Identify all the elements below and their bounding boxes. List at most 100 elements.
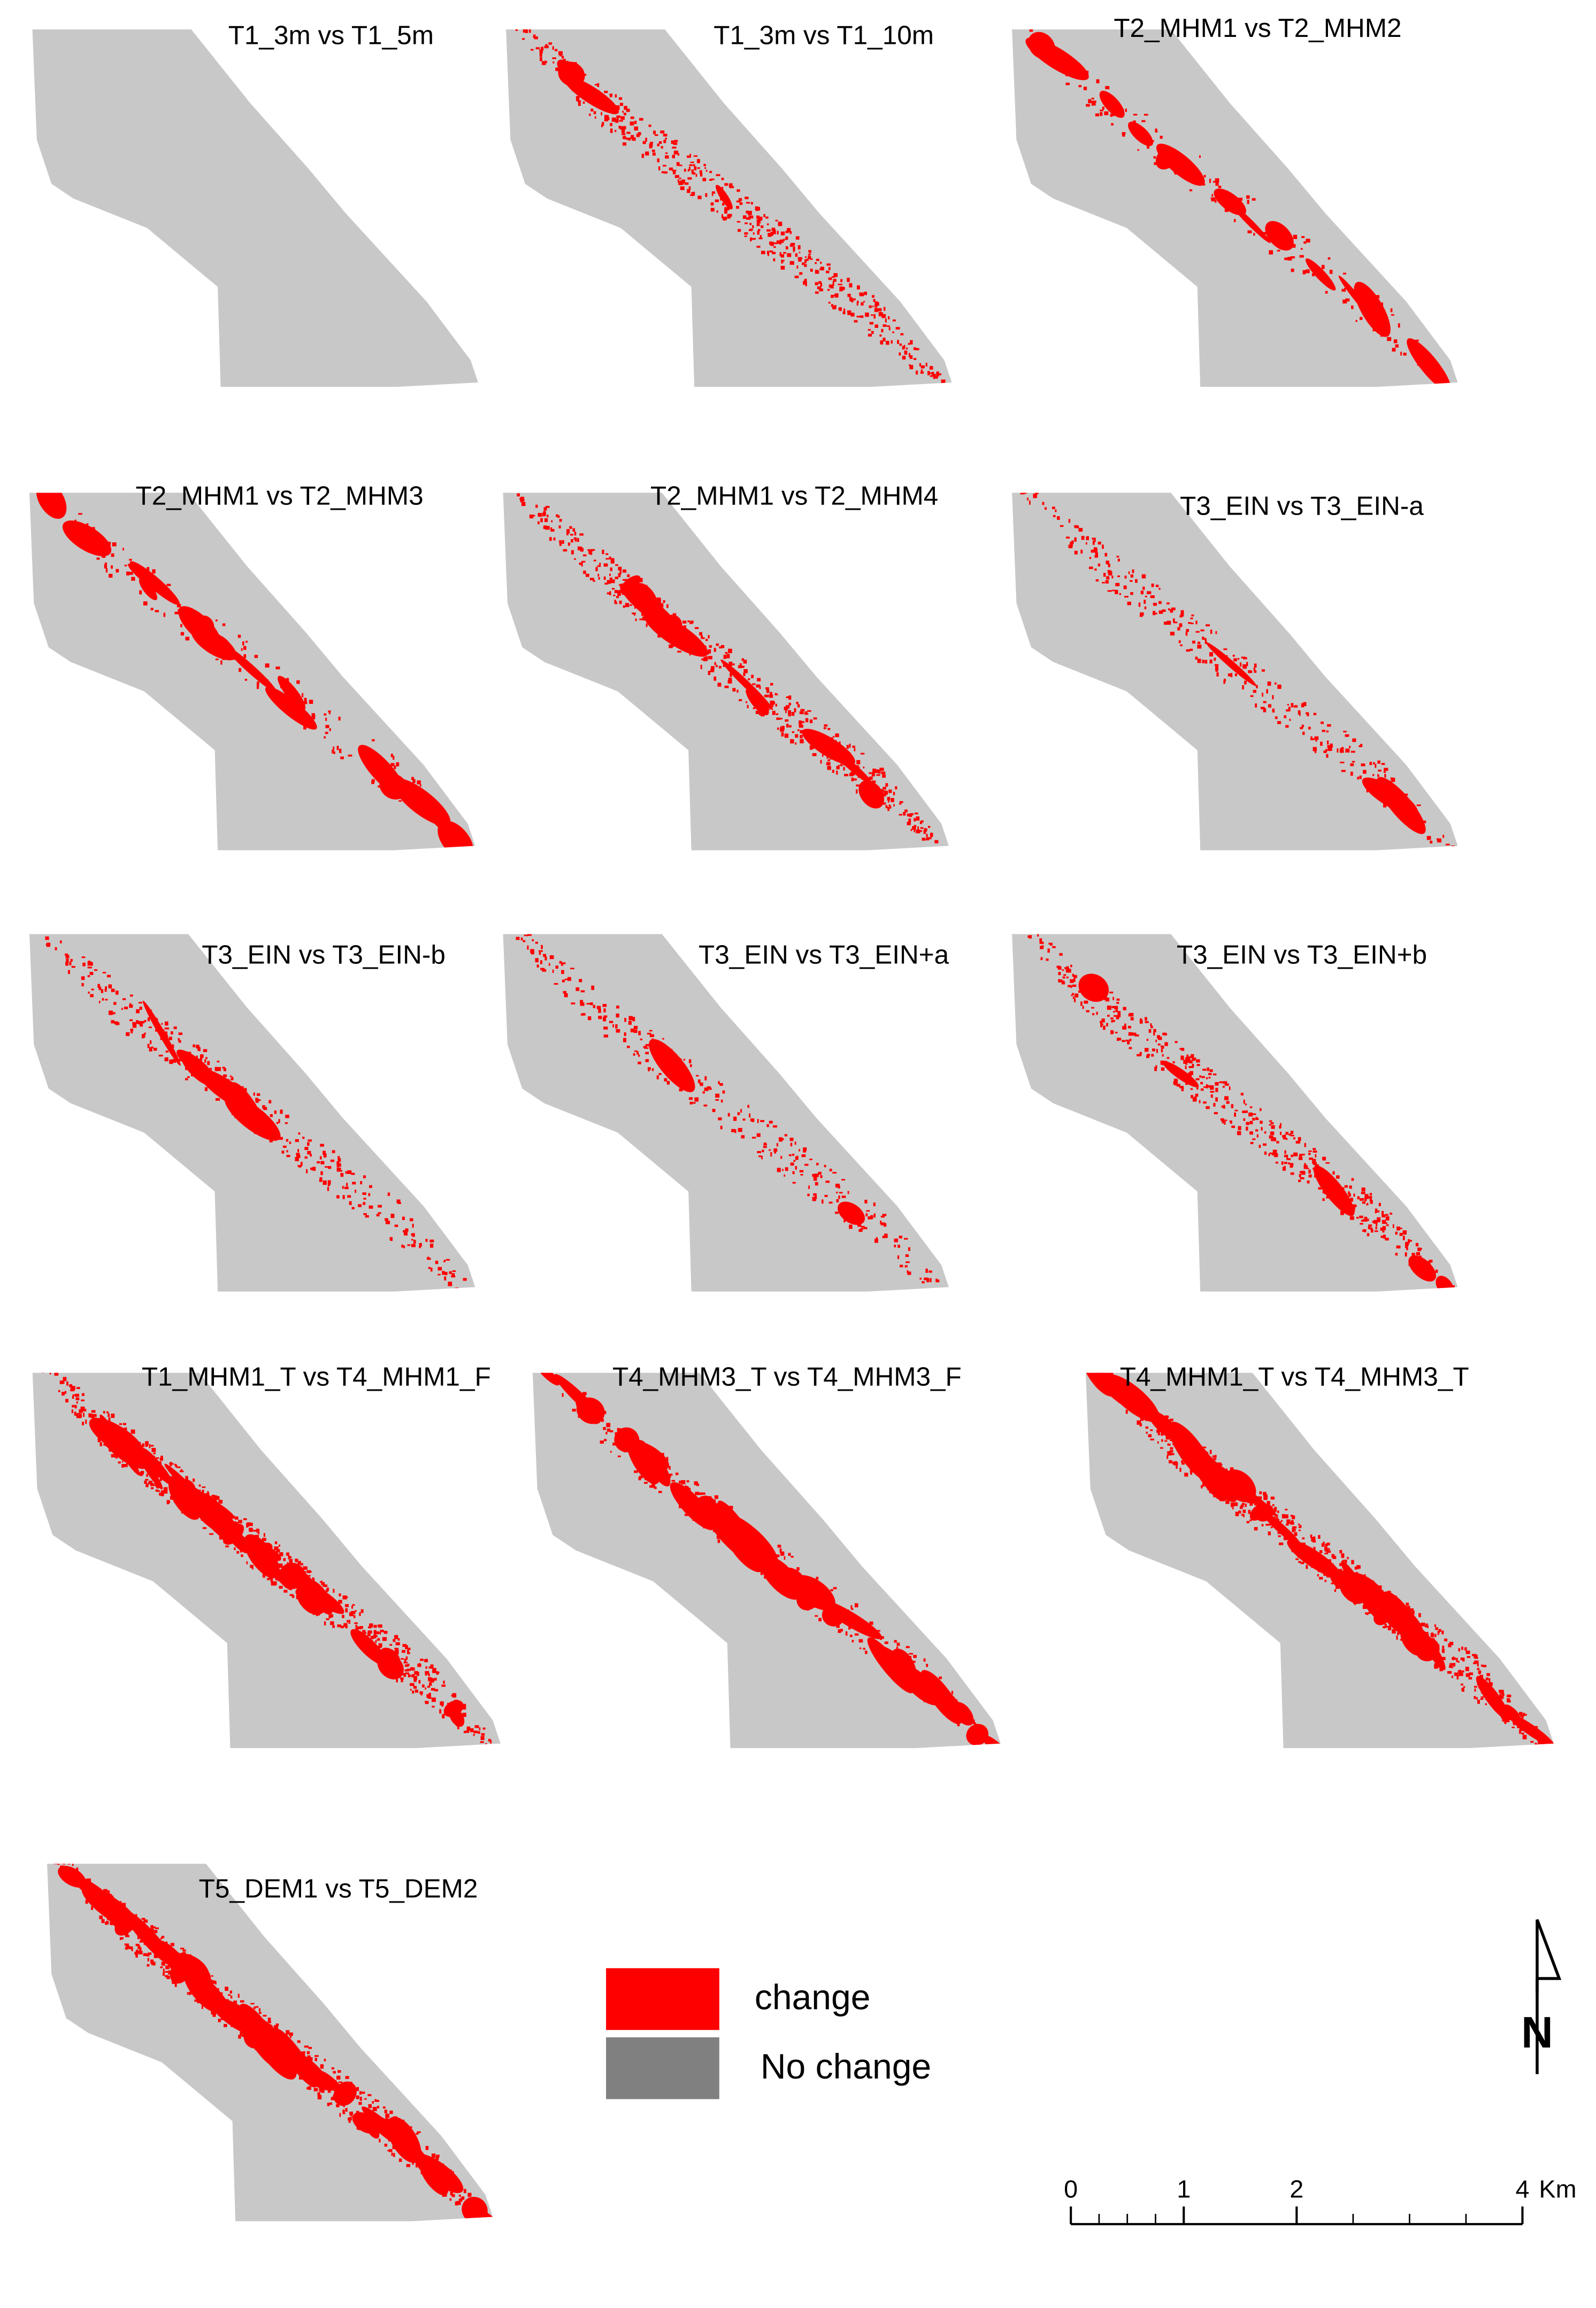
change-speck <box>743 660 747 664</box>
change-patch <box>614 1427 639 1453</box>
change-speck <box>859 1647 862 1650</box>
change-speck <box>960 397 963 401</box>
change-speck <box>1200 629 1204 632</box>
change-speck <box>619 97 623 100</box>
change-speck <box>355 1610 357 1612</box>
change-speck <box>348 754 352 757</box>
change-speck <box>391 2152 393 2156</box>
change-patch <box>379 773 408 800</box>
change-speck <box>739 663 742 666</box>
change-speck <box>1098 542 1100 545</box>
change-speck <box>1279 1123 1282 1127</box>
change-speck <box>965 408 969 412</box>
change-speck <box>963 405 968 408</box>
change-speck <box>1315 1154 1317 1157</box>
change-speck <box>66 959 69 962</box>
change-speck <box>1059 953 1063 956</box>
change-speck <box>303 2051 305 2053</box>
change-speck <box>1069 542 1074 544</box>
change-speck <box>943 384 947 387</box>
change-speck <box>604 582 609 585</box>
change-speck <box>757 230 759 235</box>
change-speck <box>572 528 576 532</box>
change-speck <box>1185 1063 1188 1065</box>
change-speck <box>853 778 857 781</box>
change-speck <box>1405 1252 1407 1257</box>
change-speck <box>1186 1056 1191 1060</box>
change-speck <box>695 174 697 177</box>
change-speck <box>804 1163 809 1166</box>
panel-title: T2_MHM1 vs T2_MHM2 <box>1114 13 1401 43</box>
change-speck <box>1351 305 1354 309</box>
change-speck <box>776 1554 780 1558</box>
change-speck <box>1077 1351 1079 1354</box>
change-speck <box>1268 1531 1271 1536</box>
change-speck <box>1457 1661 1460 1663</box>
change-speck <box>149 1047 152 1052</box>
change-speck <box>619 584 621 586</box>
change-speck <box>1068 969 1071 973</box>
change-speck <box>753 707 756 709</box>
change-speck <box>667 1082 669 1084</box>
change-speck <box>1107 1015 1110 1017</box>
change-speck <box>732 663 735 665</box>
change-speck <box>1306 269 1310 273</box>
change-speck <box>636 1051 639 1055</box>
change-speck <box>854 1603 858 1608</box>
change-speck <box>916 370 918 375</box>
change-speck <box>166 1500 170 1505</box>
change-speck <box>638 578 643 582</box>
change-speck <box>623 126 626 130</box>
change-speck <box>235 1522 239 1525</box>
change-speck <box>1416 804 1421 807</box>
change-speck <box>324 713 327 716</box>
change-speck <box>925 1268 928 1273</box>
change-speck <box>387 1192 390 1196</box>
change-speck <box>1129 1047 1132 1049</box>
change-speck <box>1208 1072 1212 1076</box>
change-speck <box>551 520 553 523</box>
change-speck <box>173 1026 177 1030</box>
change-speck <box>880 1222 885 1225</box>
change-speck <box>1116 556 1119 558</box>
change-speck <box>873 1213 876 1218</box>
change-speck <box>747 704 749 709</box>
change-speck <box>881 314 886 318</box>
change-speck <box>630 121 634 126</box>
change-speck <box>794 1141 796 1145</box>
change-speck <box>838 1195 840 1199</box>
change-speck <box>1488 1682 1493 1686</box>
change-speck <box>884 1223 887 1227</box>
change-patch <box>62 520 112 556</box>
change-speck <box>1507 1694 1511 1698</box>
change-speck <box>780 254 785 258</box>
change-patch <box>195 1492 214 1509</box>
change-speck <box>1039 941 1044 944</box>
change-speck <box>70 959 73 962</box>
change-speck <box>602 121 604 126</box>
change-speck <box>170 1943 174 1946</box>
change-speck <box>412 779 416 784</box>
change-speck <box>1448 1643 1452 1647</box>
change-speck <box>1211 194 1214 197</box>
change-speck <box>80 1406 85 1411</box>
change-speck <box>1446 1292 1448 1293</box>
change-speck <box>403 1231 408 1236</box>
change-speck <box>827 728 830 731</box>
change-speck <box>578 546 582 550</box>
change-speck <box>1298 1523 1300 1525</box>
change-speck <box>312 717 315 720</box>
change-speck <box>833 273 838 277</box>
change-speck <box>840 1629 843 1632</box>
change-speck <box>1343 731 1347 733</box>
change-speck <box>1465 403 1468 406</box>
change-speck <box>1322 730 1325 732</box>
change-speck <box>1313 747 1317 752</box>
change-speck <box>541 945 543 949</box>
change-speck <box>507 487 509 489</box>
change-speck <box>449 1271 452 1274</box>
change-patch <box>197 615 214 635</box>
change-speck <box>411 1239 413 1241</box>
change-speck <box>594 84 598 86</box>
change-speck <box>342 1195 345 1199</box>
